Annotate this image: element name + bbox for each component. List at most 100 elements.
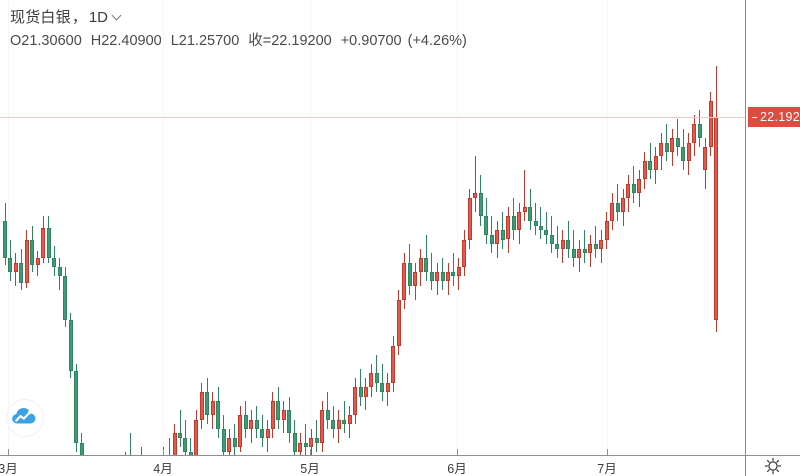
current-price-line <box>0 117 745 118</box>
symbol-name[interactable]: 现货白银 <box>10 9 71 26</box>
candle-body <box>659 142 664 157</box>
candle-body <box>24 239 29 284</box>
candle-body <box>593 244 598 249</box>
chevron-down-icon[interactable] <box>113 12 122 21</box>
candle-body <box>369 373 374 388</box>
candle-body <box>238 415 243 448</box>
candle-body <box>484 216 489 235</box>
candle-body <box>506 216 511 240</box>
candle-body <box>648 161 653 171</box>
candle-wick <box>168 438 170 455</box>
candle-wick <box>595 225 597 258</box>
current-price-tag[interactable]: 22.1920 <box>748 107 800 127</box>
candle-body <box>467 197 472 240</box>
candle-body <box>621 197 626 212</box>
candle-wick <box>190 438 192 455</box>
candle-body <box>675 137 680 148</box>
y-axis-line <box>745 0 746 476</box>
gridline <box>8 0 9 455</box>
gear-glyph <box>764 457 782 475</box>
candle-body <box>418 257 423 272</box>
candle-body <box>30 239 35 265</box>
candle-body <box>610 202 615 222</box>
candle-body <box>254 419 259 429</box>
symbol-row[interactable]: 现货白银， 1D <box>10 8 467 28</box>
candle-body <box>199 391 204 420</box>
candle-body <box>424 257 429 272</box>
candle-body <box>303 442 308 448</box>
candle-body <box>249 419 254 429</box>
candle-body <box>631 184 636 194</box>
candle-wick <box>343 401 345 434</box>
x-axis-tick <box>8 449 9 455</box>
candle-body <box>703 147 708 171</box>
candle-body <box>68 320 73 372</box>
low-value: L21.25700 <box>170 33 240 49</box>
candle-body <box>604 221 609 240</box>
candle-body <box>522 207 527 212</box>
candle-body <box>528 207 533 222</box>
x-axis-label-5[interactable]: 7月 <box>597 462 617 476</box>
gridline <box>457 0 458 455</box>
x-axis-tick <box>607 449 608 455</box>
candle-body <box>577 248 582 258</box>
candle-body <box>205 391 210 415</box>
candle-body <box>615 202 620 212</box>
candle-body <box>216 401 221 429</box>
candle-body <box>478 193 483 217</box>
candle-body <box>178 433 182 439</box>
interval-label[interactable]: 1D <box>88 9 109 26</box>
x-axis-label-4[interactable]: 6月 <box>447 462 467 476</box>
candle-body <box>57 267 62 277</box>
candle-body <box>314 438 319 443</box>
candle-body <box>681 147 686 161</box>
candle-body <box>407 262 412 286</box>
candle-body <box>697 124 702 138</box>
candle-body <box>74 371 79 443</box>
gridline <box>310 0 311 455</box>
candle-body <box>626 184 631 198</box>
candle-body <box>566 239 571 249</box>
candle-body <box>298 442 303 452</box>
change-absolute: +0.90700 <box>340 33 402 49</box>
candle-body <box>456 267 461 277</box>
candle-body <box>653 156 658 171</box>
candle-body <box>287 410 292 434</box>
x-axis-label-2[interactable]: 4月 <box>153 462 173 476</box>
candle-body <box>692 124 697 143</box>
candle-wick <box>551 216 553 254</box>
candle-body <box>232 438 237 448</box>
chart-plot-area[interactable] <box>0 0 745 455</box>
candle-wick <box>179 410 181 448</box>
x-axis-tick <box>310 449 311 455</box>
candle-wick <box>305 424 307 455</box>
candle-body <box>325 410 330 420</box>
candle-body <box>281 410 286 420</box>
x-axis-label-1[interactable]: 3月 <box>0 462 18 476</box>
cloud-chart-logo-icon <box>6 399 44 437</box>
gridline <box>163 0 164 455</box>
x-axis-tick <box>163 449 164 455</box>
candle-body <box>396 299 401 346</box>
candle-wick <box>524 170 526 222</box>
candle-wick <box>540 207 542 240</box>
candle-body <box>79 442 84 455</box>
candlestick-series <box>3 66 718 455</box>
candle-body <box>336 419 341 429</box>
candle-body <box>46 227 51 258</box>
x-axis-tick <box>457 449 458 455</box>
gear-icon[interactable] <box>763 456 783 476</box>
candle-body <box>194 419 199 455</box>
candle-wick <box>130 433 132 455</box>
candle-body <box>13 262 18 272</box>
candle-wick <box>491 216 493 254</box>
x-axis-label-3[interactable]: 5月 <box>300 462 320 476</box>
candle-body <box>637 179 642 194</box>
candle-body <box>495 230 500 245</box>
candle-body <box>549 234 554 245</box>
candle-wick <box>584 230 586 263</box>
candle-body <box>664 142 669 152</box>
candle-body <box>363 387 368 397</box>
candle-body <box>511 216 516 231</box>
candle-body <box>52 257 57 268</box>
